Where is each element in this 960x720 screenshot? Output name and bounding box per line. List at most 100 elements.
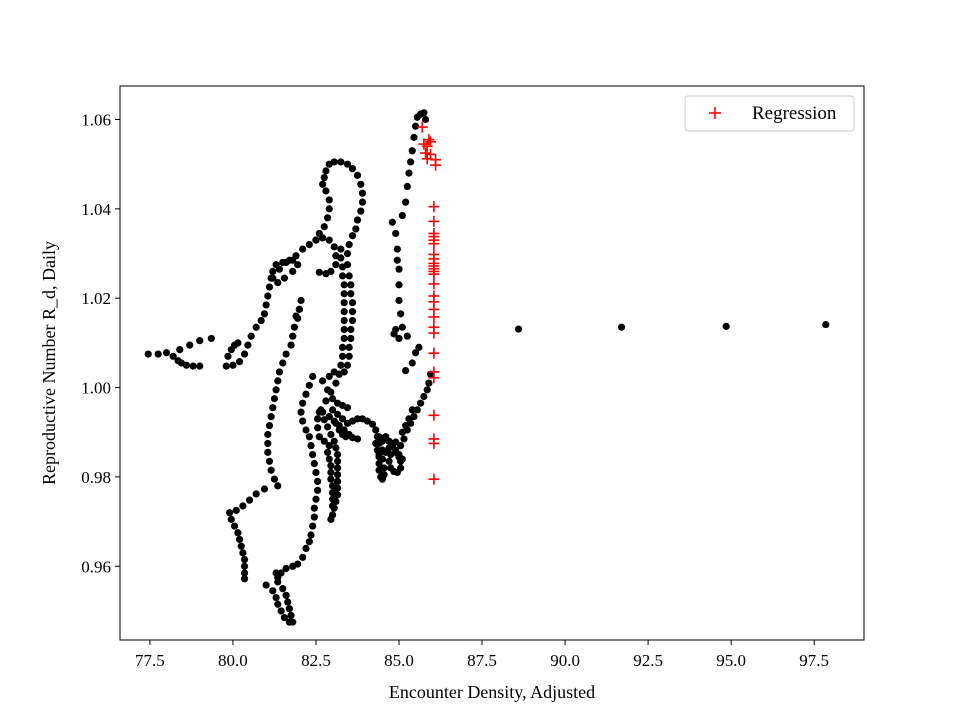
data-point: [270, 475, 279, 483]
data-point: [314, 415, 322, 423]
data-point: [395, 296, 403, 305]
x-tick-label: 95.0: [716, 651, 746, 670]
data-point: [270, 395, 279, 403]
data-point: [340, 308, 348, 316]
data-point: [275, 368, 284, 376]
data-point: [398, 428, 406, 436]
data-point: [310, 513, 318, 521]
data-point: [347, 325, 355, 334]
data-point: [320, 437, 328, 445]
regression-point: [423, 134, 435, 146]
data-point: [302, 390, 310, 398]
data-point: [240, 569, 249, 577]
data-point: [196, 362, 204, 370]
data-point: [245, 496, 254, 504]
x-tick-label: 77.5: [135, 651, 165, 670]
data-point: [340, 334, 348, 343]
data-point: [328, 502, 337, 510]
data-point: [328, 495, 337, 503]
data-point: [285, 605, 293, 613]
y-tick-label: 1.04: [81, 200, 111, 219]
data-point: [325, 372, 333, 381]
data-point: [189, 362, 197, 370]
data-point: [402, 366, 410, 375]
data-point: [343, 361, 352, 369]
data-point: [314, 486, 322, 494]
y-tick-label: 0.98: [81, 468, 111, 487]
data-point: [227, 515, 235, 523]
data-point: [338, 272, 347, 280]
data-point: [322, 187, 330, 195]
x-tick-label: 85.0: [384, 651, 414, 670]
data-point: [403, 332, 411, 340]
data-point: [234, 339, 242, 347]
data-point: [305, 538, 313, 546]
data-point: [302, 426, 310, 434]
data-point: [307, 531, 315, 539]
data-point: [267, 413, 275, 421]
plot-frame: [119, 85, 865, 641]
data-point: [224, 352, 232, 360]
data-point: [322, 270, 330, 278]
data-point: [375, 439, 383, 448]
data-point: [264, 439, 272, 448]
data-point: [305, 381, 313, 389]
data-point: [282, 591, 290, 599]
data-point: [252, 323, 260, 331]
data-point: [239, 502, 247, 510]
y-axis-ticks: 0.96 0.98 1.00 1.02 1.04 1.06: [81, 111, 120, 576]
data-point: [348, 299, 357, 307]
x-tick-label: 80.0: [218, 651, 248, 670]
x-tick-label: 87.5: [467, 651, 497, 670]
regression-point: [428, 347, 440, 359]
data-point: [264, 292, 272, 300]
regression-point: [428, 311, 440, 323]
data-point: [338, 343, 347, 351]
data-point: [327, 515, 335, 523]
data-point: [279, 585, 287, 593]
data-point: [309, 372, 317, 381]
data-point: [420, 109, 428, 117]
data-point: [348, 316, 357, 325]
y-tick-label: 1.02: [81, 289, 111, 308]
data-point: [294, 261, 302, 269]
data-point: [343, 249, 352, 258]
data-point: [340, 281, 348, 289]
data-point: [353, 415, 362, 423]
data-point: [402, 198, 410, 206]
data-point: [323, 386, 332, 394]
data-point: [232, 506, 240, 515]
data-point: [405, 415, 413, 423]
data-point: [338, 415, 347, 423]
y-tick-label: 1.06: [81, 111, 111, 130]
data-point: [295, 305, 303, 313]
data-point: [196, 337, 204, 345]
data-point: [299, 399, 307, 407]
data-point: [269, 404, 277, 412]
data-point: [353, 171, 362, 179]
data-point: [235, 535, 244, 544]
data-point: [297, 408, 305, 416]
data-point: [322, 397, 330, 405]
data-point: [237, 542, 245, 550]
data-point: [315, 229, 323, 238]
data-point: [423, 386, 431, 394]
data-point: [247, 332, 255, 340]
data-point: [342, 433, 350, 441]
data-point: [289, 562, 297, 570]
data-point: [274, 578, 282, 586]
data-point: [333, 464, 342, 472]
data-point: [282, 564, 290, 573]
data-point: [282, 350, 290, 358]
y-axis-title: Reproductive Number R_d, Daily: [39, 241, 59, 485]
regression-point: [428, 268, 440, 280]
data-point: [327, 430, 335, 439]
data-point: [338, 352, 347, 360]
data-point: [332, 444, 340, 452]
data-point: [395, 281, 403, 289]
data-point: [345, 241, 353, 249]
data-point: [722, 322, 730, 330]
data-point: [390, 330, 398, 338]
data-point: [338, 263, 347, 271]
data-point: [240, 575, 249, 583]
